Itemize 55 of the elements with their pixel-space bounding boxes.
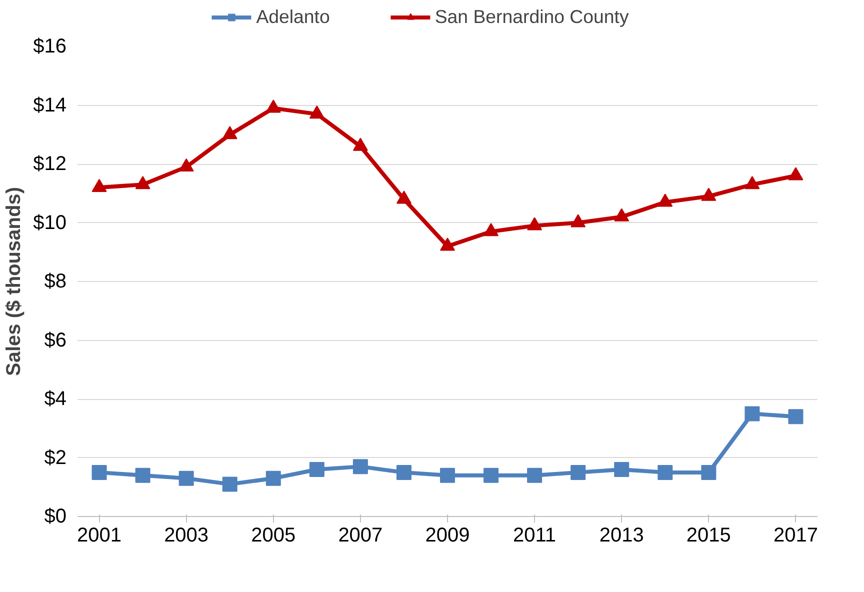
point [570,464,586,480]
y-tick-label: $16 [33,36,67,58]
x-tick-label: 2013 [599,524,644,546]
point [396,190,412,204]
point [527,468,542,483]
point [178,158,194,172]
legend-label: San Bernardino County [434,6,629,28]
point [222,476,238,492]
point [614,462,630,477]
point [484,222,499,236]
point [92,464,107,480]
y-tick-label: $14 [33,94,67,116]
point [744,406,760,422]
point [222,126,238,140]
point [701,188,716,201]
point [352,459,368,474]
point [178,470,194,486]
point [266,470,281,486]
point [788,167,804,180]
y-tick-label: $10 [33,212,67,234]
point [658,194,673,207]
point [352,138,368,151]
point [266,100,281,113]
point [92,178,107,192]
point [135,176,150,190]
point [658,464,673,480]
x-tick-label: 2009 [425,524,470,546]
point [309,105,324,119]
x-tick-label: 2017 [773,524,818,546]
point [614,208,630,222]
point [135,468,150,483]
point [440,238,455,251]
point [396,464,412,480]
y-tick-label: $12 [33,153,67,175]
x-tick-label: 2015 [686,524,731,546]
point [309,462,324,477]
point [484,468,499,483]
point [527,217,542,230]
y-tick-label: $4 [44,388,67,410]
x-tick-label: 2001 [77,524,122,546]
point [744,176,760,190]
point [701,464,716,480]
y-tick-label: $8 [44,270,67,292]
x-tick-label: 2003 [164,524,209,546]
legend-label: Adelanto [256,6,330,28]
point [440,468,455,483]
x-tick-label: 2005 [251,524,296,546]
point [788,409,804,424]
x-tick-label: 2007 [338,524,383,546]
y-tick-label: $6 [44,329,67,352]
x-tick-label: 2011 [513,524,556,546]
y-tick-label: $2 [44,446,67,469]
point [570,214,586,228]
y-tick-label: $0 [44,506,67,528]
y-axis-title: Sales ($ thousands) [3,187,26,376]
